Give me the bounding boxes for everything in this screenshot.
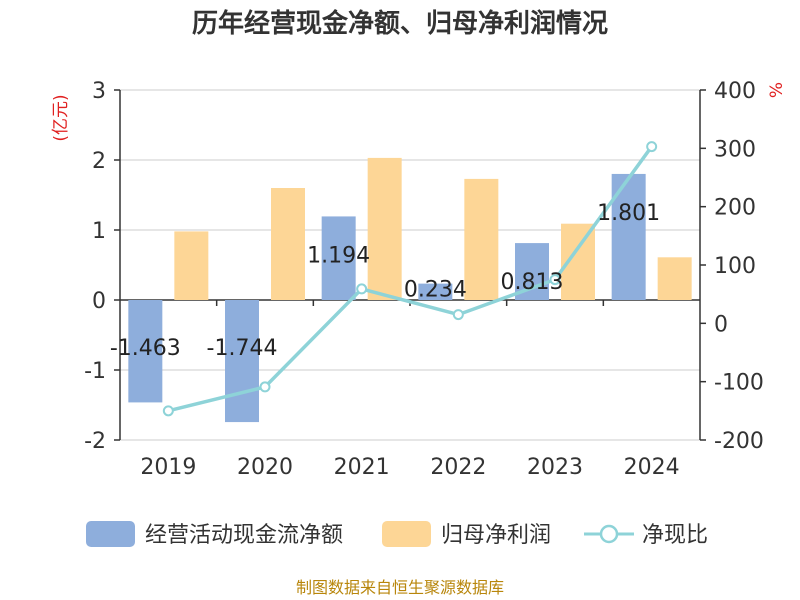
net-profit-bar (367, 157, 402, 300)
left-tick-label: 3 (92, 79, 106, 104)
right-axis-unit: % (767, 82, 787, 98)
source-note: 制图数据来自恒生聚源数据库 (296, 578, 504, 597)
left-tick-label: -1 (84, 359, 106, 384)
right-tick-label: -100 (714, 371, 764, 396)
category-label: 2024 (624, 455, 680, 480)
cashflow-data-label: 1.801 (597, 201, 660, 226)
cashflow-data-label: -1.744 (207, 336, 278, 361)
left-tick-label: 1 (92, 219, 106, 244)
cash-ratio-point (356, 283, 368, 295)
legend: 经营活动现金流净额 归母净利润 净现比 (86, 521, 708, 548)
chart-title: 历年经营现金净额、归母净利润情况 (192, 8, 608, 39)
cash-ratio-point (162, 405, 174, 417)
net-profit-bar (174, 231, 209, 300)
gridlines (120, 89, 700, 441)
category-label: 2022 (430, 455, 486, 480)
cashflow-bar (321, 216, 356, 300)
net-profit-bar (657, 257, 692, 300)
category-label: 2023 (527, 455, 583, 480)
line-series (162, 141, 658, 417)
legend-label-cash-ratio: 净现比 (642, 523, 708, 548)
cash-ratio-point (646, 141, 658, 153)
right-tick-label: 0 (714, 312, 728, 337)
cashflow-bar (418, 283, 453, 300)
cashflow-data-label: 1.194 (307, 243, 370, 268)
net-profit-bar (464, 178, 499, 300)
right-tick-label: 400 (714, 79, 756, 104)
cash-ratio-line (167, 145, 654, 413)
cash-ratio-point (549, 274, 561, 286)
category-label: 2019 (140, 455, 196, 480)
cashflow-data-label: 0.813 (501, 270, 564, 295)
legend-item-cashflow[interactable]: 经营活动现金流净额 (86, 521, 343, 548)
cash-ratio-point (452, 309, 464, 321)
category-label: 2020 (237, 455, 293, 480)
right-tick-label: 300 (714, 137, 756, 162)
left-axis-unit: (亿元) (51, 94, 71, 141)
right-tick-label: 200 (714, 196, 756, 221)
left-tick-label: 0 (92, 289, 106, 314)
right-tick-label: 100 (714, 254, 756, 279)
category-label: 2021 (334, 455, 390, 480)
legend-item-net-profit[interactable]: 归母净利润 (382, 521, 551, 548)
cashflow-bar (128, 300, 163, 403)
left-tick-label: 2 (92, 149, 106, 174)
right-tick-label: -200 (714, 429, 764, 454)
cashflow-data-label: -1.463 (110, 336, 181, 361)
cashflow-bar (225, 300, 259, 423)
left-tick-label: -2 (84, 429, 106, 454)
axes: 3 2 1 0 -1 -2 400 300 200 100 0 -100 -200 2019 2020 202… (84, 79, 764, 480)
legend-label-cashflow: 经营活动现金流净额 (145, 523, 343, 548)
cashflow-data-label: 0.234 (404, 278, 467, 303)
cash-ratio-point (259, 381, 271, 393)
legend-label-net-profit: 归母净利润 (441, 523, 551, 548)
legend-marker-cash-ratio (599, 524, 619, 544)
legend-item-cash-ratio[interactable]: 净现比 (584, 523, 708, 548)
net-profit-bar (271, 188, 305, 300)
legend-swatch-cashflow (86, 521, 135, 547)
data-labels: -1.463 -1.744 1.194 0.234 0.813 1.801 (110, 201, 660, 361)
legend-swatch-net-profit (382, 521, 431, 547)
